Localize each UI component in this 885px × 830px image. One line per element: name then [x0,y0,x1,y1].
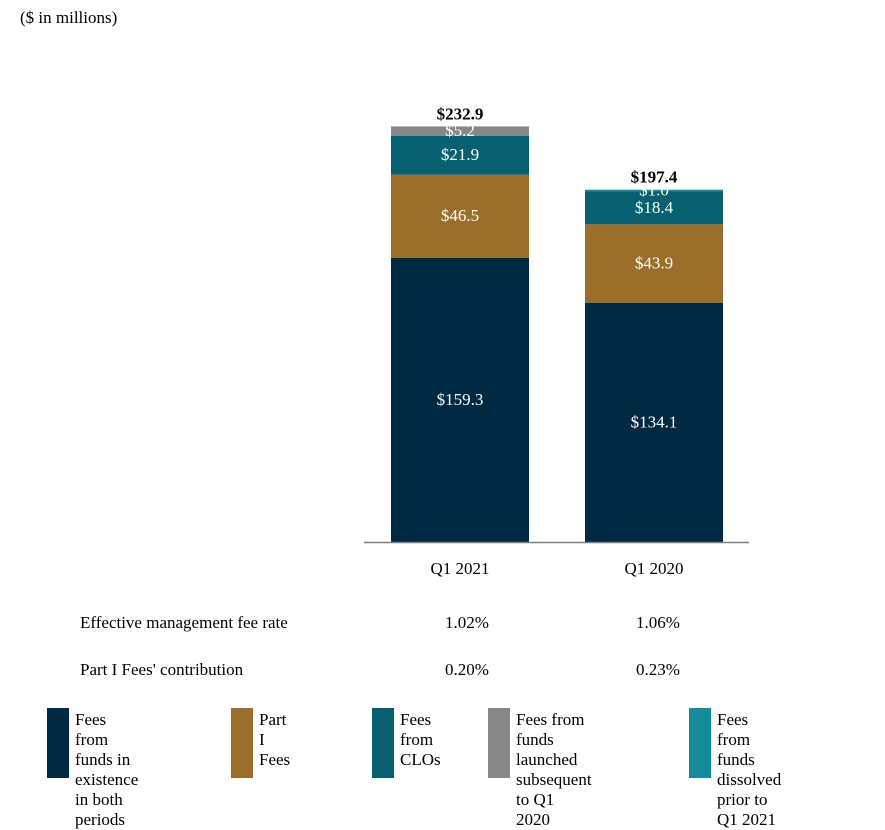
legend-swatch [488,708,510,778]
legend: Fees from funds in existence in both per… [0,705,885,829]
legend-text: Fees from CLOs [400,710,441,769]
metric-label: Part I Fees' contribution [80,660,244,679]
data-label: $18.4 [635,198,674,217]
bar-segment [585,224,723,303]
stacked-bar-chart: $159.3 $46.5 $21.9 $5.2$232.9 Q1 2021 $134.1 $… [364,104,749,578]
metric-value-q1-2020: 0.23% [636,660,680,679]
data-label: $46.5 [441,206,479,225]
metric-label: Effective management fee rate [80,613,288,632]
category-label: Q1 2020 [624,559,683,578]
units-note: ($ in millions) [20,8,118,27]
bar-segment [585,302,723,542]
data-label: $5.2 [445,121,475,140]
legend-swatch [231,708,253,778]
data-label: $134.1 [631,412,678,431]
legend-text: Fees from funds launched subsequent to Q… [516,710,592,829]
data-label: $1.0 [639,181,669,200]
legend-swatch [689,708,711,778]
total-label: $232.9 [437,104,484,123]
bar-segment [391,126,529,136]
legend-text: Fees from funds dissolved prior to Q1 20… [717,710,782,829]
bar-segment [391,257,529,542]
metric-value-q1-2020: 1.06% [636,613,680,632]
bar-segment [585,191,723,225]
total-label: $197.4 [631,168,678,187]
data-label: $159.3 [437,390,484,409]
bar-segment [391,174,529,258]
metric-value-q1-2021: 0.20% [445,660,489,679]
category-label: Q1 2021 [430,559,489,578]
legend-text: Fees from funds in existence in both per… [75,710,139,829]
legend-text: Part I Fees [259,710,291,769]
metric-value-q1-2021: 1.02% [445,613,489,632]
metric-row-part-i-contribution: Part I Fees' contribution 0.20% 0.23% [0,660,885,684]
metric-row-fee-rate: Effective management fee rate 1.02% 1.06… [0,613,885,637]
legend-swatch [47,708,69,778]
bar-segment [585,189,723,192]
bar-segment [391,135,529,175]
data-label: $43.9 [635,253,673,272]
legend-swatch [372,708,394,778]
data-label: $21.9 [441,145,479,164]
